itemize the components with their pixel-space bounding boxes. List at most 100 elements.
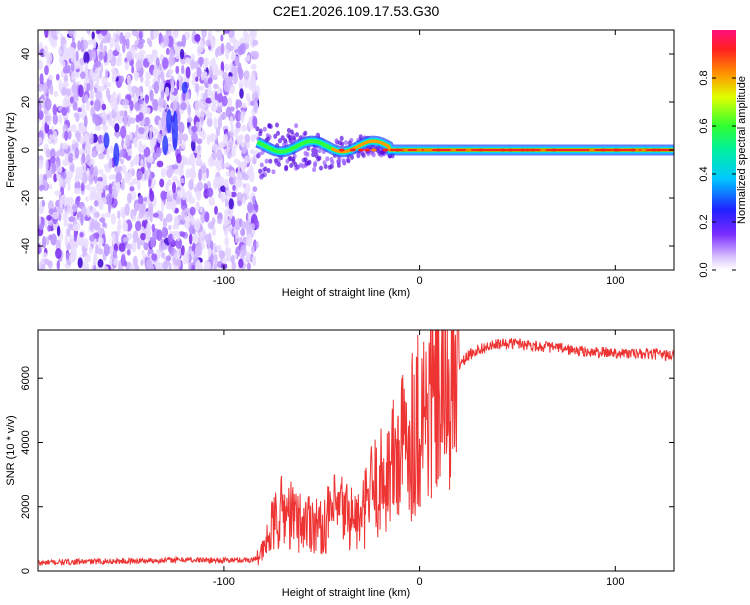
signal-patch xyxy=(507,148,514,152)
noise-cell xyxy=(126,115,131,127)
noise-cell xyxy=(129,59,134,67)
snr-series-line xyxy=(38,330,674,567)
noise-cell xyxy=(217,116,223,130)
noise-cell xyxy=(79,231,84,238)
noise-cell xyxy=(84,94,89,103)
noise-cell xyxy=(90,90,95,97)
noise-cell xyxy=(166,30,170,36)
noise-cell xyxy=(112,249,118,259)
noise-cell xyxy=(206,116,213,128)
noise-cell xyxy=(152,99,159,111)
noise-cell xyxy=(97,258,104,268)
noise-cell xyxy=(194,99,201,113)
noise-cell xyxy=(172,175,178,183)
noise-cell xyxy=(143,196,148,202)
noise-cell xyxy=(250,63,257,70)
noise-cell xyxy=(230,255,235,263)
noise-cell xyxy=(181,245,185,256)
noise-cell xyxy=(224,236,229,247)
noise-cell xyxy=(252,39,259,46)
noise-cell xyxy=(77,40,81,51)
noise-cell xyxy=(61,60,66,67)
transition-cell xyxy=(271,169,276,175)
noise-cell xyxy=(118,242,126,252)
noise-cell xyxy=(53,91,59,97)
noise-cell xyxy=(198,168,202,182)
noise-cell xyxy=(102,265,109,270)
noise-cell xyxy=(74,174,80,183)
signal-patch xyxy=(423,148,430,152)
noise-cell xyxy=(156,229,163,241)
noise-cell xyxy=(108,183,113,196)
noise-cell xyxy=(101,103,107,111)
snr-frame xyxy=(37,329,675,572)
noise-cell xyxy=(72,81,77,95)
noise-cell xyxy=(56,260,60,270)
transition-cell xyxy=(286,128,291,133)
signal-patch xyxy=(416,148,423,152)
noise-cell xyxy=(236,99,242,108)
noise-cell xyxy=(176,41,184,47)
noise-cell xyxy=(160,168,167,178)
noise-cell xyxy=(86,30,91,34)
noise-cell xyxy=(248,224,252,231)
noise-cell xyxy=(74,187,81,195)
noise-cell xyxy=(244,133,251,144)
noise-cell xyxy=(55,239,61,252)
y-tick-label: 2000 xyxy=(20,494,32,518)
transition-cell xyxy=(303,157,308,163)
noise-cell xyxy=(91,49,97,61)
noise-cell xyxy=(63,220,69,227)
transition-cell xyxy=(291,156,296,162)
noise-cell xyxy=(207,247,212,257)
noise-cell xyxy=(207,90,214,97)
noise-cell xyxy=(66,170,74,180)
noise-cell xyxy=(145,232,151,243)
noise-cell xyxy=(191,131,198,143)
noise-cell xyxy=(75,50,79,63)
noise-cell xyxy=(207,111,213,120)
noise-cell xyxy=(63,68,70,74)
x-tick-label: 100 xyxy=(606,275,624,287)
noise-cell xyxy=(42,235,47,249)
noise-cell xyxy=(102,221,106,228)
noise-cell xyxy=(146,222,152,235)
noise-cell xyxy=(231,215,236,228)
noise-cell xyxy=(240,162,246,173)
noise-cell xyxy=(232,39,240,50)
noise-cell xyxy=(246,262,251,270)
noise-cell xyxy=(222,111,227,120)
noise-cell xyxy=(126,74,131,86)
transition-cell xyxy=(337,155,342,161)
transition-cell xyxy=(312,148,317,154)
noise-cell xyxy=(45,148,51,159)
noise-cell xyxy=(49,148,56,159)
heatmap-axes: -100 0 100 -40 -20 0 20 40 Height of straight li… xyxy=(5,30,674,299)
noise-cell xyxy=(140,158,144,168)
noise-cell xyxy=(234,253,238,259)
noise-cell xyxy=(38,243,41,254)
noise-cell xyxy=(38,102,42,113)
y-tick-label: 4000 xyxy=(20,430,32,454)
colorbar: 0.0 0.2 0.4 0.6 0.8 Normalized spectral ampli… xyxy=(698,30,748,278)
noise-cell xyxy=(220,34,224,42)
noise-cell xyxy=(212,75,218,81)
noise-cell xyxy=(78,172,83,180)
noise-cell xyxy=(78,64,84,72)
noise-cell xyxy=(181,133,189,142)
noise-cell xyxy=(168,164,172,171)
noise-cell xyxy=(172,99,178,110)
noise-cell xyxy=(138,30,143,40)
noise-cell xyxy=(151,253,158,261)
signal-patch xyxy=(394,148,401,152)
noise-cell xyxy=(214,205,218,215)
noise-cell xyxy=(69,164,74,172)
noise-cell xyxy=(178,166,184,177)
noise-cell xyxy=(88,245,93,254)
noise-cell xyxy=(117,210,121,219)
noise-cell xyxy=(151,49,157,58)
noise-cell xyxy=(129,186,135,192)
noise-cell xyxy=(177,132,184,141)
noise-cell xyxy=(197,144,201,152)
noise-cell xyxy=(166,137,173,143)
